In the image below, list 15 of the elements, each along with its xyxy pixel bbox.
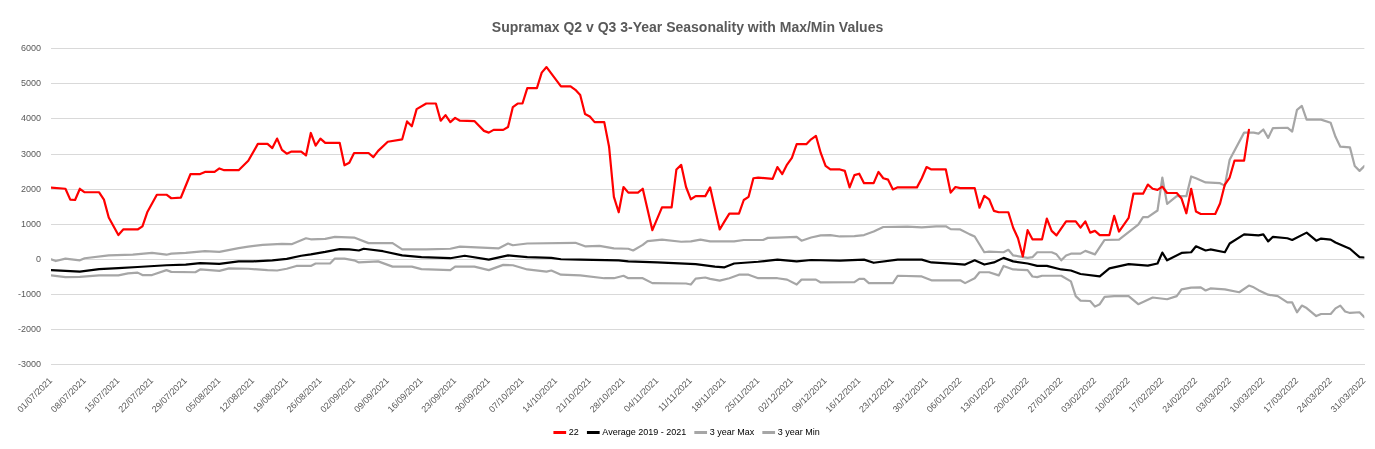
y-tick-label: 0	[36, 253, 42, 264]
legend-label: 22	[568, 426, 579, 437]
y-tick-label: 1000	[20, 218, 42, 229]
legend-label: Average 2019 - 2021	[602, 426, 687, 437]
y-tick-label: 5000	[20, 78, 42, 89]
y-tick-label: 2000	[20, 183, 42, 194]
y-tick-label: 6000	[20, 43, 42, 54]
chart-title: Supramax Q2 v Q3 3-Year Seasonality with Max/Min Values	[491, 19, 884, 36]
y-tick-label: 3000	[20, 148, 42, 159]
y-tick-label: -2000	[17, 323, 42, 334]
y-tick-label: 4000	[20, 113, 42, 124]
legend-label: 3 year Min	[777, 426, 820, 437]
y-tick-label: -1000	[17, 288, 42, 299]
y-tick-label: -3000	[17, 359, 42, 369]
legend-label: 3 year Max	[709, 426, 755, 437]
